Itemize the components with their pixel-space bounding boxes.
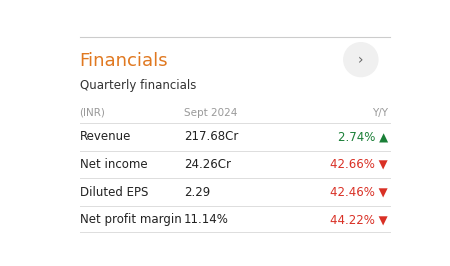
Text: (INR): (INR) [80, 108, 105, 118]
Text: 11.14%: 11.14% [184, 213, 229, 226]
Text: 42.66% ▼: 42.66% ▼ [330, 158, 388, 171]
Text: Y/Y: Y/Y [372, 108, 388, 118]
Text: 42.46% ▼: 42.46% ▼ [330, 186, 388, 199]
Text: 2.74% ▲: 2.74% ▲ [338, 130, 388, 143]
Text: Financials: Financials [80, 52, 168, 70]
Ellipse shape [344, 43, 378, 77]
Text: Diluted EPS: Diluted EPS [80, 186, 148, 199]
Text: 217.68Cr: 217.68Cr [184, 130, 238, 143]
Text: Net income: Net income [80, 158, 147, 171]
Text: 24.26Cr: 24.26Cr [184, 158, 231, 171]
Text: 44.22% ▼: 44.22% ▼ [330, 213, 388, 226]
Text: ›: › [358, 53, 364, 67]
Text: Quarterly financials: Quarterly financials [80, 79, 196, 92]
Text: Sept 2024: Sept 2024 [184, 108, 238, 118]
Text: 2.29: 2.29 [184, 186, 211, 199]
Text: Net profit margin: Net profit margin [80, 213, 181, 226]
Text: Revenue: Revenue [80, 130, 131, 143]
